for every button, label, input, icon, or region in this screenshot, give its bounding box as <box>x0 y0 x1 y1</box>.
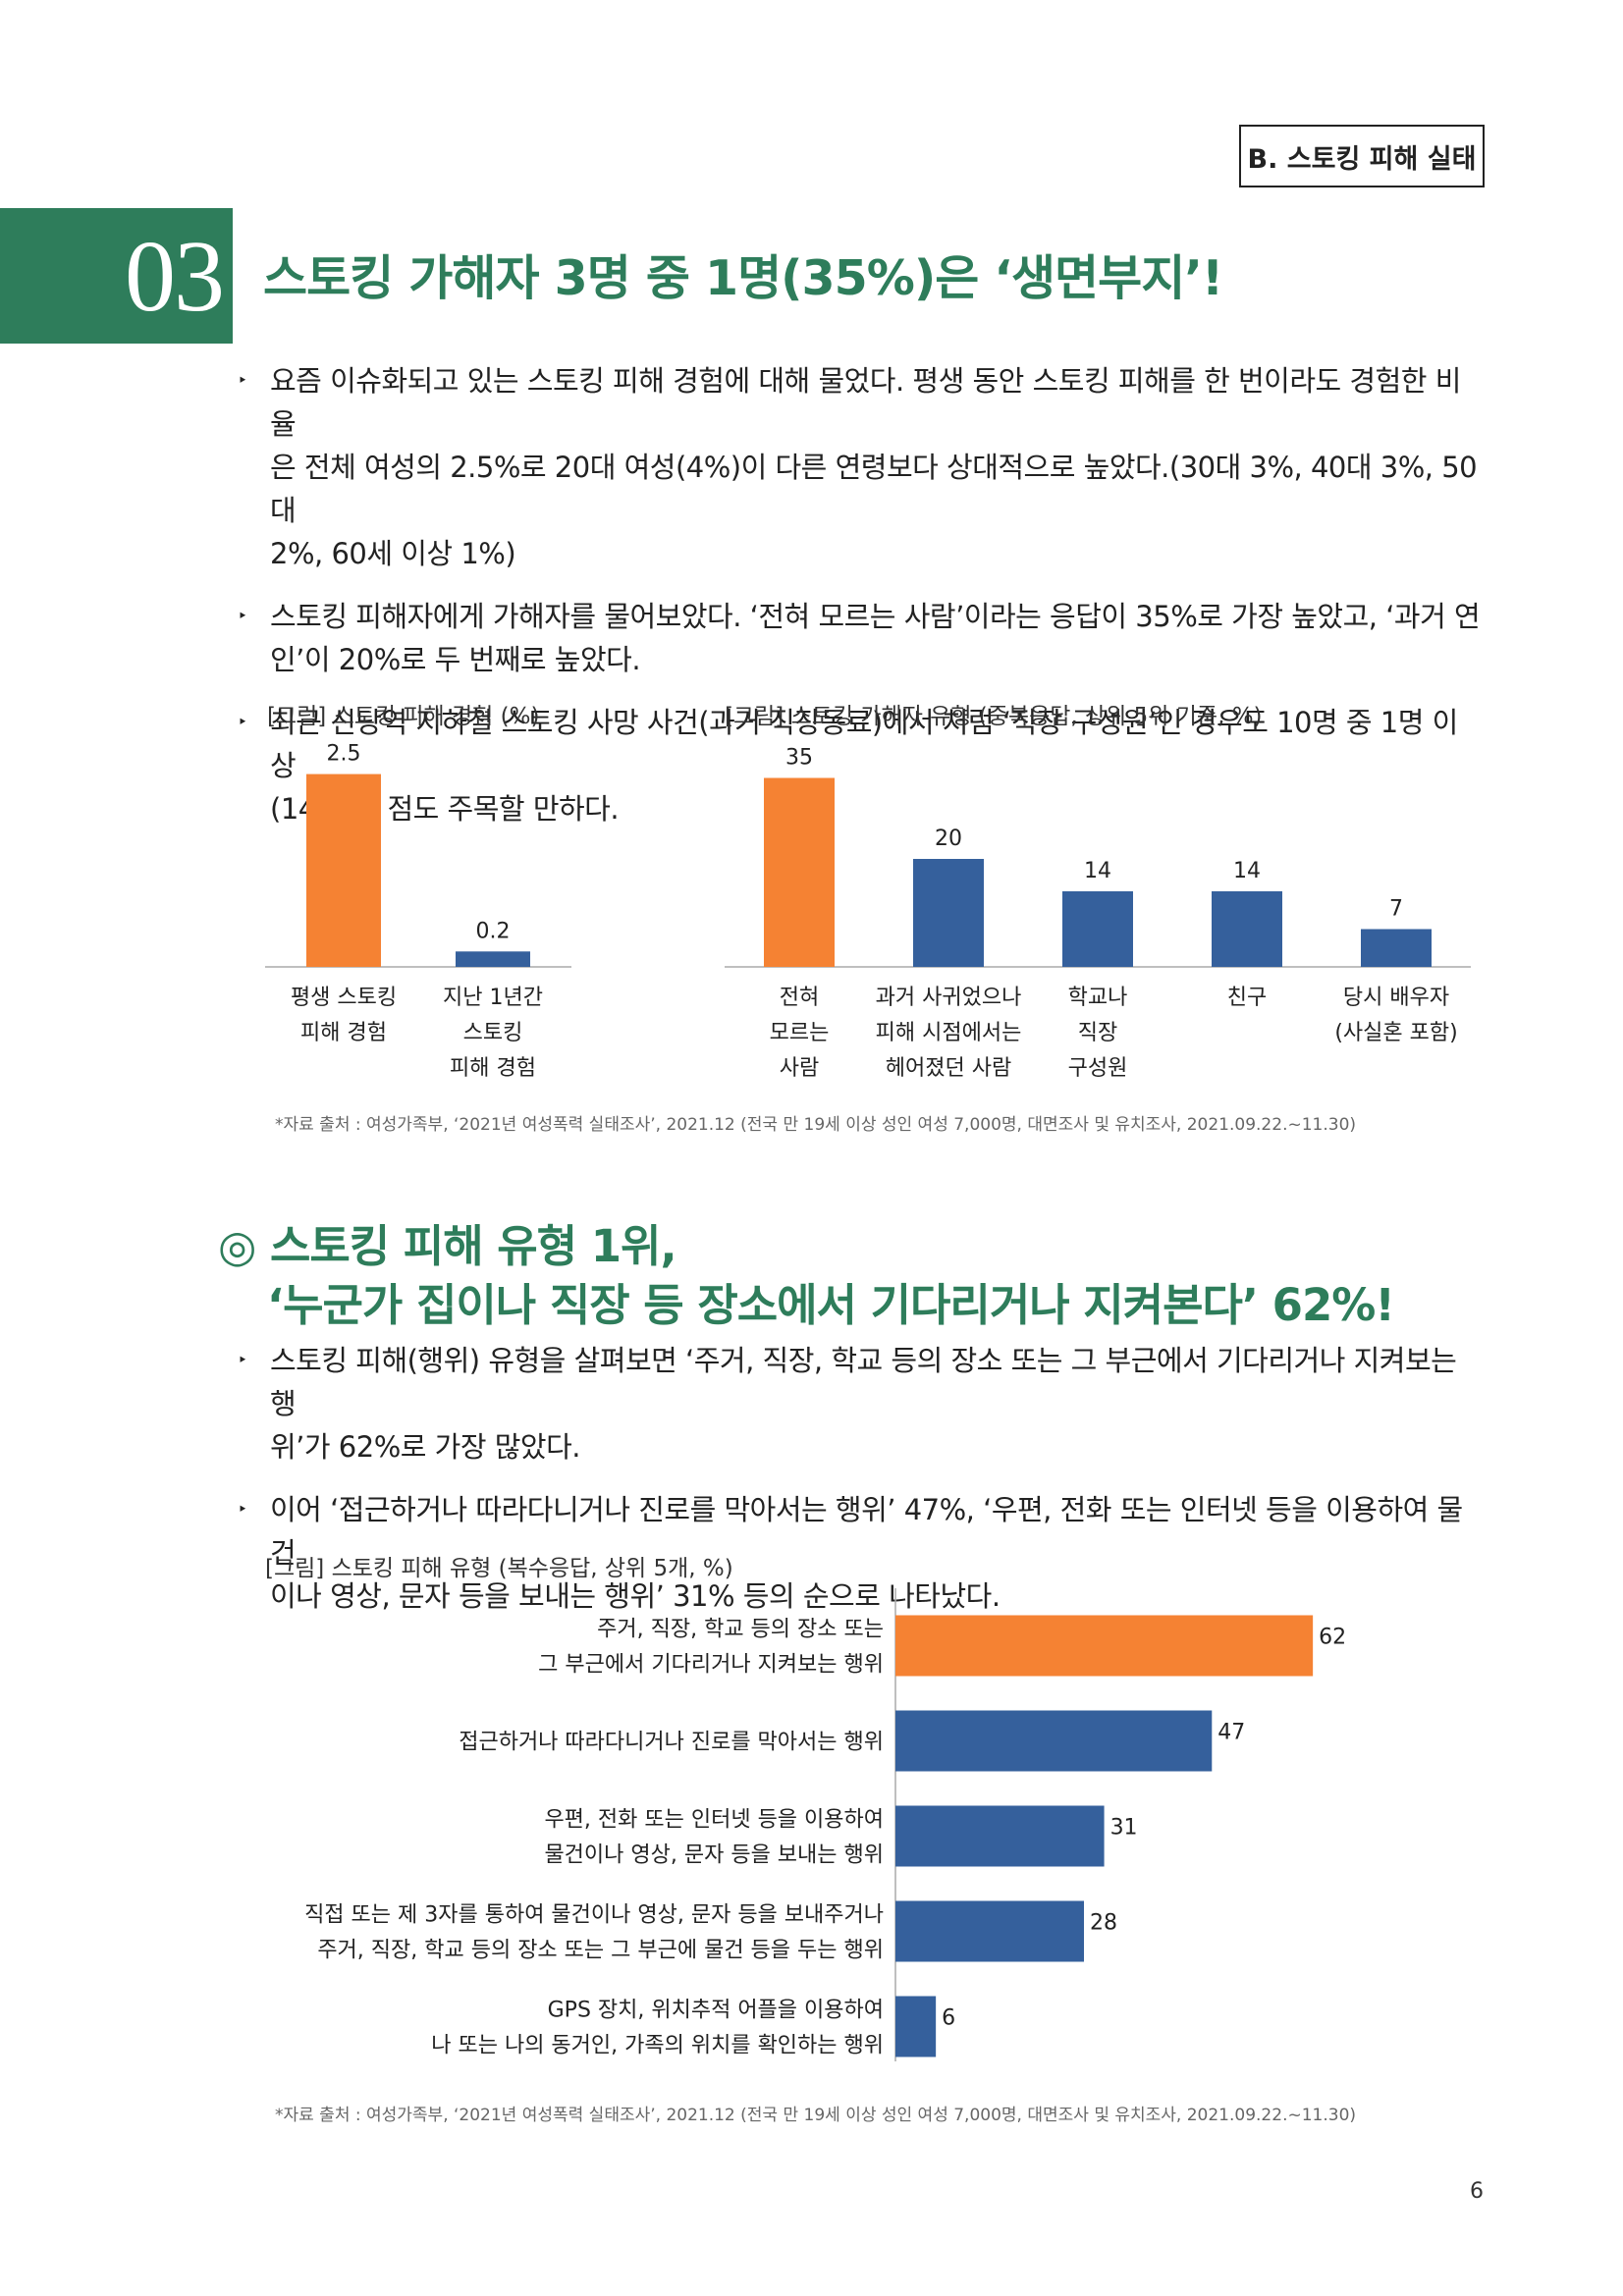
subsection-marker-icon: ◎ <box>218 1220 256 1272</box>
category-label: 우편, 전화 또는 인터넷 등을 이용하여 <box>544 1808 884 1833</box>
category-label: 피해 경험 <box>300 1021 387 1045</box>
section-title: 스토킹 가해자 3명 중 1명(35%)은 ‘생면부지’! <box>263 250 1223 306</box>
category-label: 피해 경험 <box>450 1056 536 1081</box>
category-label: 헤어졌던 사람 <box>886 1056 1011 1081</box>
bar <box>1212 891 1282 967</box>
chart1-title: [그림] 스토킹 피해 경험 (%) <box>267 704 540 729</box>
source-note: *자료 출처 : 여성가족부, ‘2021년 여성폭력 실태조사’, 2021.… <box>275 2106 1357 2125</box>
bullet-item: ‣ 스토킹 피해자에게 가해자를 물어보았다. ‘전혀 모르는 사람’이라는 응… <box>236 595 1483 681</box>
bar <box>895 1996 937 2057</box>
data-label: 35 <box>785 746 813 771</box>
category-label: 지난 1년간 <box>443 986 543 1010</box>
data-label: 20 <box>935 827 962 851</box>
bullet-line: 요즘 이슈화되고 있는 스토킹 피해 경험에 대해 물었다. 평생 동안 스토킹… <box>270 364 1461 441</box>
bar <box>913 859 984 967</box>
bullet-marker-icon: ‣ <box>238 371 247 391</box>
bullet-marker-icon: ‣ <box>238 607 247 626</box>
bullet-item: ‣ 스토킹 피해(행위) 유형을 살펴보면 ‘주거, 직장, 학교 등의 장소 … <box>236 1339 1483 1468</box>
bullet-line: 스토킹 피해(행위) 유형을 살펴보면 ‘주거, 직장, 학교 등의 장소 또는… <box>270 1344 1457 1420</box>
bullet-line: 스토킹 피해자에게 가해자를 물어보았다. ‘전혀 모르는 사람’이라는 응답이… <box>270 600 1481 633</box>
bullet-line: 최근 신당역 지하철 스토킹 사망 사건(과거 직장동료)에서 처럼 ‘직장 구… <box>270 706 1458 782</box>
subsection-title-line: 스토킹 피해 유형 1위, <box>269 1220 677 1272</box>
data-label: 47 <box>1217 1721 1245 1745</box>
data-label: 62 <box>1319 1626 1346 1650</box>
bullet-line: 이어 ‘접근하거나 따라다니거나 진로를 막아서는 행위’ 47%, ‘우편, … <box>270 1493 1463 1570</box>
bullet-item: ‣ 요즘 이슈화되고 있는 스토킹 피해 경험에 대해 물었다. 평생 동안 스… <box>236 359 1483 575</box>
bar <box>306 774 381 967</box>
bullet-marker-icon: ‣ <box>238 1351 247 1370</box>
data-label: 7 <box>1389 897 1403 922</box>
category-label: 주거, 직장, 학교 등의 장소 또는 <box>597 1618 884 1642</box>
data-label: 14 <box>1084 859 1111 883</box>
chart-victim-type: 62 주거, 직장, 학교 등의 장소 또는그 부근에서 기다리거나 지켜보는 행… <box>304 1588 1346 2061</box>
category-label: 접근하거나 따라다니거나 진로를 막아서는 행위 <box>459 1731 884 1755</box>
bar <box>456 951 530 967</box>
category-label: (사실혼 포함) <box>1334 1021 1457 1045</box>
category-label: 구성원 <box>1068 1056 1128 1081</box>
chart2-title: [그림] 스토킹 가해자 유형 (중복응답, 상위 5위 기준, %) <box>725 704 1263 729</box>
bar <box>1361 929 1432 967</box>
category-label: 직장 <box>1078 1021 1117 1045</box>
subsection-title: ◎ 스토킹 피해 유형 1위, ‘누군가 집이나 직장 등 장소에서 기다리거나… <box>218 1217 1395 1335</box>
source-note: *자료 출처 : 여성가족부, ‘2021년 여성폭력 실태조사’, 2021.… <box>275 1115 1357 1135</box>
bullet-line: 인’이 20%로 두 번째로 높았다. <box>270 643 641 676</box>
chart3-title: [그림] 스토킹 피해 유형 (복수응답, 상위 5개, %) <box>265 1556 733 1581</box>
category-label: 당시 배우자 <box>1343 986 1449 1010</box>
bullet-item: ‣ 이어 ‘접근하거나 따라다니거나 진로를 막아서는 행위’ 47%, ‘우편… <box>236 1488 1483 1618</box>
category-label: 학교나 <box>1068 986 1128 1010</box>
data-label: 0.2 <box>476 919 511 943</box>
category-label: 스토킹 <box>463 1021 523 1045</box>
category-label: 물건이나 영상, 문자 등을 보내는 행위 <box>544 1843 884 1868</box>
category-label: 평생 스토킹 <box>291 986 397 1010</box>
category-label: 직접 또는 제 3자를 통하여 물건이나 영상, 문자 등을 보내주거나 <box>304 1903 884 1928</box>
bar <box>895 1710 1213 1772</box>
bullet-line: 은 전체 여성의 2.5%로 20대 여성(4%)이 다른 연령보다 상대적으로… <box>270 451 1478 527</box>
category-label: 전혀 <box>780 986 819 1010</box>
section-number: 03 <box>0 208 233 344</box>
category-label: 친구 <box>1227 986 1267 1010</box>
bar <box>895 1900 1084 1962</box>
bullet-marker-icon: ‣ <box>238 713 247 732</box>
subsection-bullets: ‣ 스토킹 피해(행위) 유형을 살펴보면 ‘주거, 직장, 학교 등의 장소 … <box>236 1339 1483 1637</box>
category-label: 모르는 <box>770 1021 830 1045</box>
bar <box>895 1805 1105 1867</box>
bullet-marker-icon: ‣ <box>238 1500 247 1520</box>
category-label: GPS 장치, 위치추적 어플을 이용하여 <box>548 1999 884 2023</box>
bullet-line: 위’가 62%로 가장 많았다. <box>270 1430 581 1464</box>
data-label: 28 <box>1090 1911 1117 1936</box>
category-label: 주거, 직장, 학교 등의 장소 또는 그 부근에 물건 등을 두는 행위 <box>317 1939 884 1963</box>
page-number: 6 <box>1470 2179 1484 2204</box>
category-label: 나 또는 나의 동거인, 가족의 위치를 확인하는 행위 <box>431 2034 884 2058</box>
category-label: 그 부근에서 기다리거나 지켜보는 행위 <box>538 1653 884 1678</box>
bar <box>764 777 835 967</box>
bullet-line: 이나 영상, 문자 등을 보내는 행위’ 31% 등의 순으로 나타났다. <box>270 1579 1001 1613</box>
section-tag: B. 스토킹 피해 실태 <box>1239 125 1485 187</box>
category-label: 사람 <box>780 1056 819 1081</box>
subsection-title-line: ‘누군가 집이나 직장 등 장소에서 기다리거나 지켜본다’ 62%! <box>267 1279 1395 1331</box>
category-label: 과거 사귀었으나 <box>876 986 1022 1010</box>
data-label: 2.5 <box>327 742 361 767</box>
data-label: 6 <box>942 2006 955 2031</box>
bar <box>895 1615 1314 1677</box>
bar <box>1062 891 1133 967</box>
data-label: 31 <box>1110 1816 1138 1841</box>
data-label: 14 <box>1233 859 1261 883</box>
category-label: 피해 시점에서는 <box>876 1021 1022 1045</box>
bullet-line: 2%, 60세 이상 1%) <box>270 537 516 570</box>
